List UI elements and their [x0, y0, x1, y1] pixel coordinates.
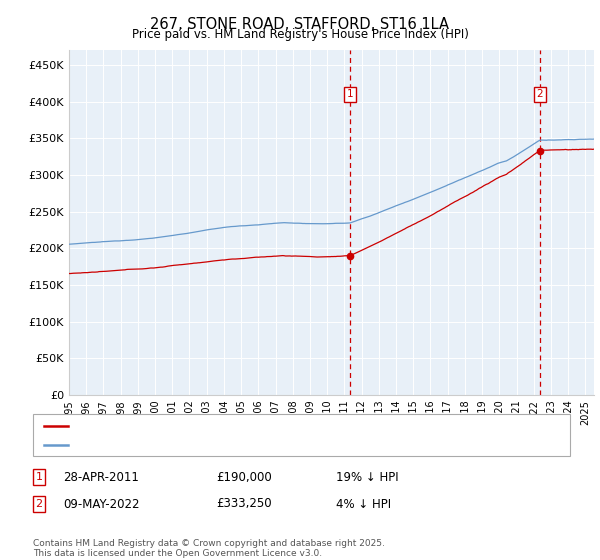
Text: 4% ↓ HPI: 4% ↓ HPI	[336, 497, 391, 511]
Text: 09-MAY-2022: 09-MAY-2022	[63, 497, 139, 511]
Text: 2: 2	[35, 499, 43, 509]
Text: £333,250: £333,250	[216, 497, 272, 511]
Text: Price paid vs. HM Land Registry's House Price Index (HPI): Price paid vs. HM Land Registry's House …	[131, 28, 469, 41]
Text: 28-APR-2011: 28-APR-2011	[63, 470, 139, 484]
Text: 267, STONE ROAD, STAFFORD, ST16 1LA: 267, STONE ROAD, STAFFORD, ST16 1LA	[151, 17, 449, 32]
Text: 1: 1	[347, 90, 353, 99]
Text: £190,000: £190,000	[216, 470, 272, 484]
Text: 19% ↓ HPI: 19% ↓ HPI	[336, 470, 398, 484]
Text: HPI: Average price, detached house, Stafford: HPI: Average price, detached house, Staf…	[72, 440, 307, 450]
Text: 1: 1	[35, 472, 43, 482]
Text: 267, STONE ROAD, STAFFORD, ST16 1LA (detached house): 267, STONE ROAD, STAFFORD, ST16 1LA (det…	[72, 421, 379, 431]
Text: 2: 2	[536, 90, 543, 99]
Text: Contains HM Land Registry data © Crown copyright and database right 2025.
This d: Contains HM Land Registry data © Crown c…	[33, 539, 385, 558]
